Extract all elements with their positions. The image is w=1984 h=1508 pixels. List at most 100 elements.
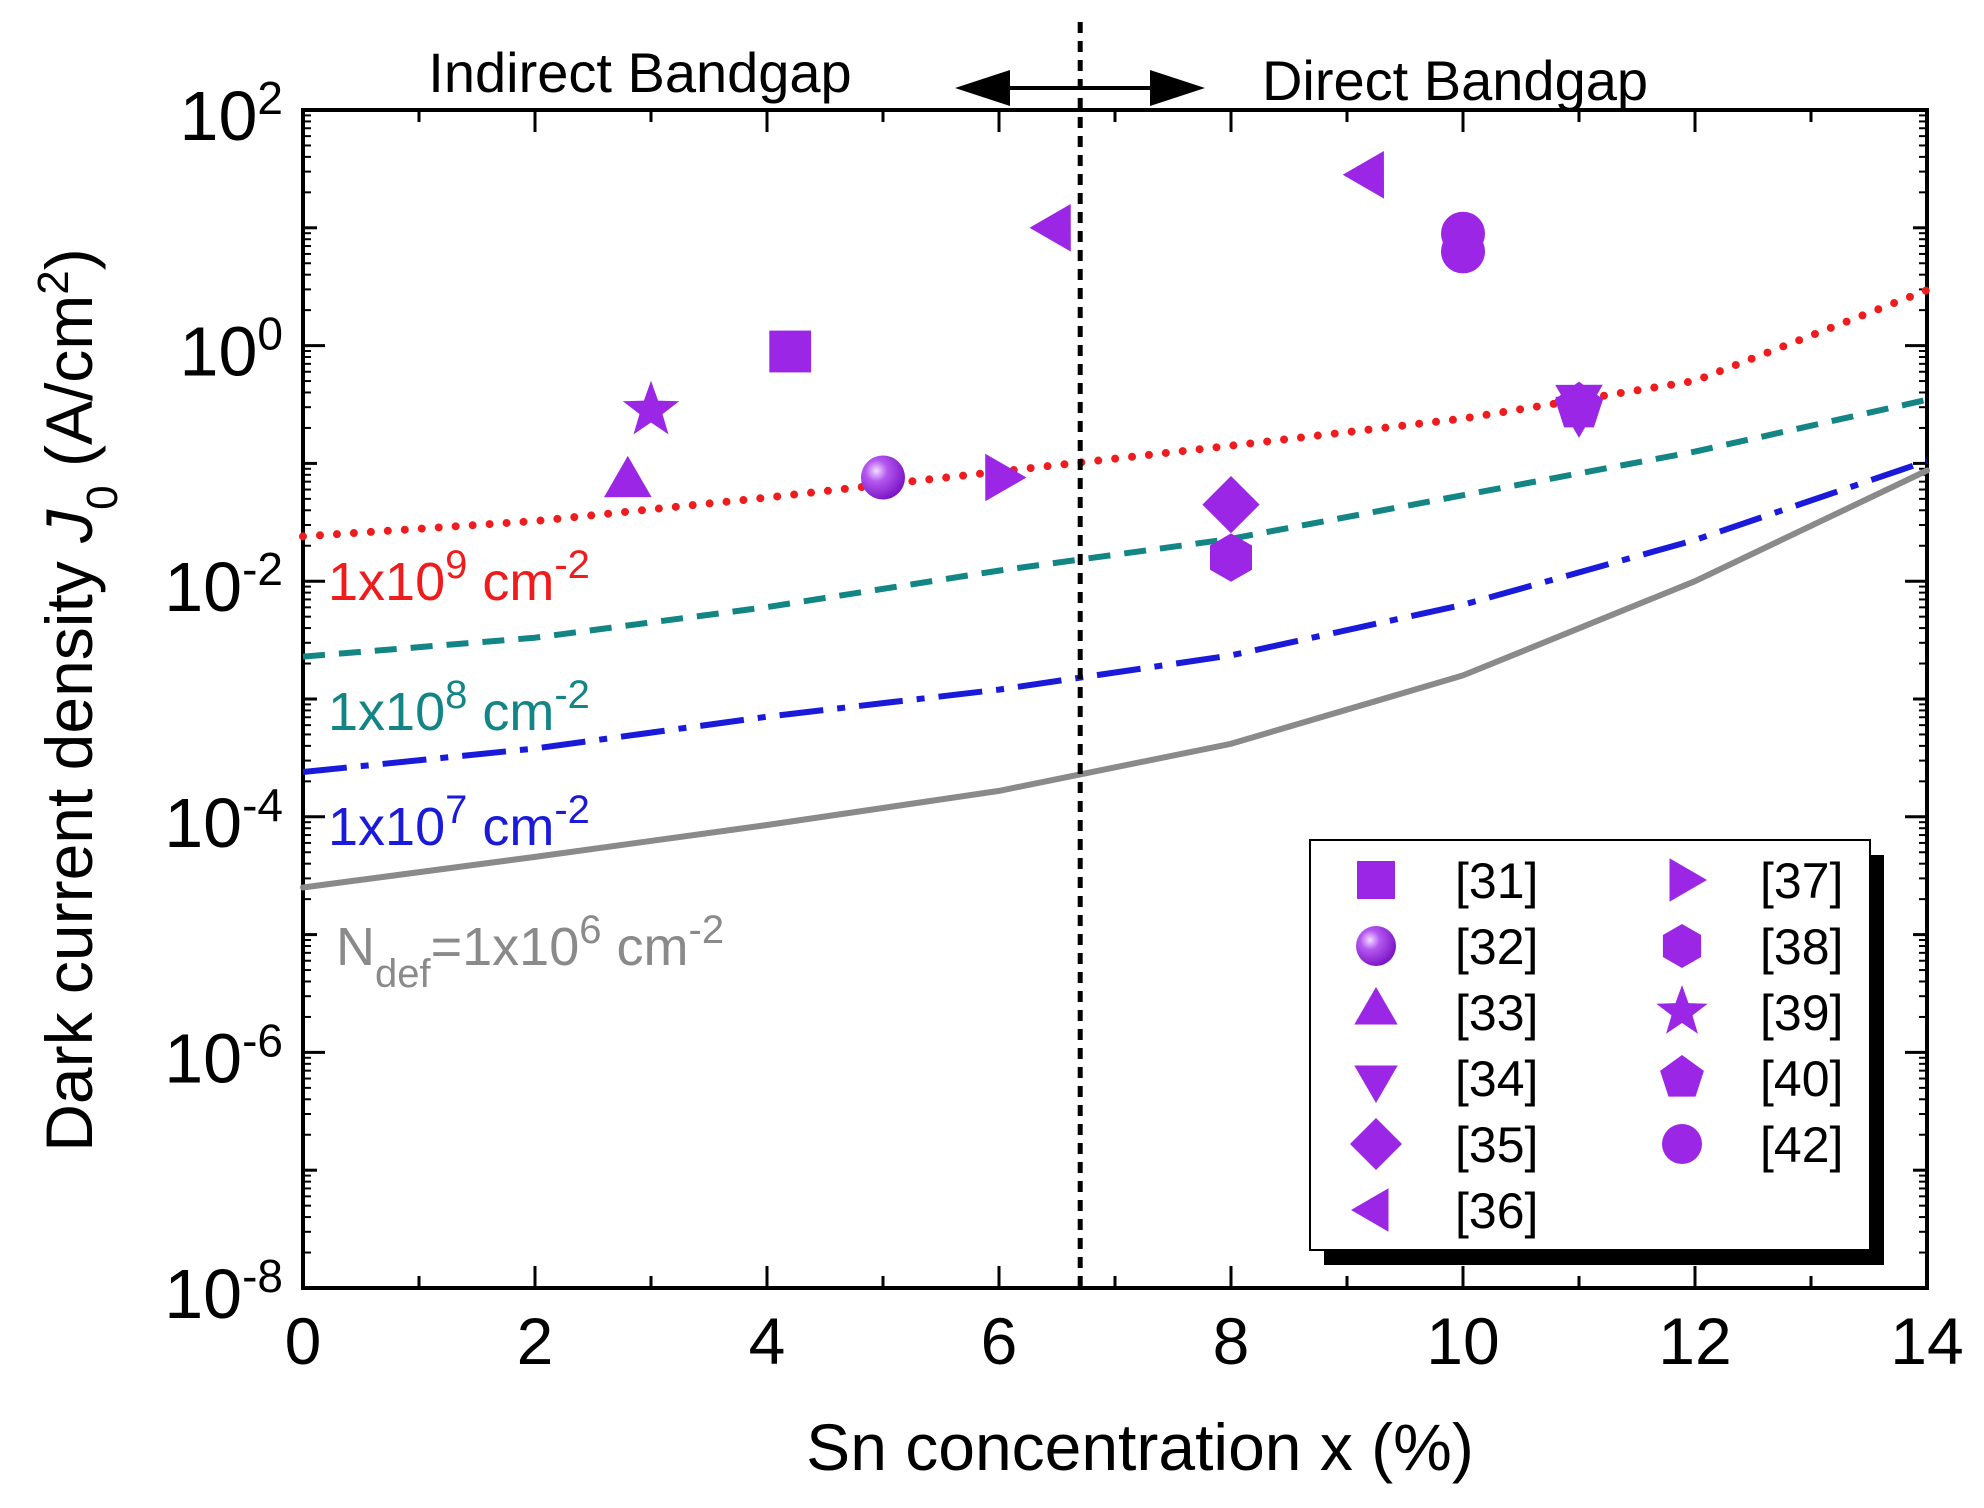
legend-item: [36] xyxy=(1351,1183,1538,1239)
model-curves xyxy=(299,286,1931,891)
legend-label: [32] xyxy=(1455,919,1538,975)
legend-item: [33] xyxy=(1354,985,1538,1041)
x-tick-label: 4 xyxy=(749,1304,786,1378)
data-point-31 xyxy=(769,330,812,373)
legend-item: [32] xyxy=(1356,919,1538,975)
x-axis-title: Sn concentration x (%) xyxy=(806,1410,1474,1484)
legend-label: [35] xyxy=(1455,1117,1538,1173)
x-tick-label: 12 xyxy=(1658,1304,1731,1378)
circle-marker xyxy=(1662,1124,1702,1164)
sphere-marker xyxy=(1356,926,1396,966)
data-point-37 xyxy=(985,453,1027,502)
x-tick-label: 6 xyxy=(981,1304,1018,1378)
y-tick-label: 10-6 xyxy=(164,1014,283,1097)
data-points xyxy=(604,151,1604,582)
diamond-shape xyxy=(1202,476,1260,534)
y-tick-label: 100 xyxy=(180,308,283,391)
star-marker xyxy=(1656,985,1708,1034)
curve-label-n1e9: 1x109 cm-2 xyxy=(328,543,590,612)
triangle-left-shape xyxy=(1351,1188,1389,1232)
sphere-shape xyxy=(1356,926,1396,966)
region-label-direct: Direct Bandgap xyxy=(1262,49,1648,112)
region-label-indirect: Indirect Bandgap xyxy=(428,41,851,104)
curve-n1e6 xyxy=(300,467,1930,891)
legend-box xyxy=(1309,839,1871,1251)
x-tick-label: 8 xyxy=(1213,1304,1250,1378)
curve-label-n1e6: Ndef=1x106 cm-2 xyxy=(336,908,724,996)
y-tick-label: 10-4 xyxy=(164,779,283,862)
legend-label: [33] xyxy=(1455,985,1538,1041)
triangle-left-shape xyxy=(1342,151,1384,199)
legend-label: [38] xyxy=(1760,919,1843,975)
star-shape xyxy=(622,380,680,435)
x-tick-label: 10 xyxy=(1426,1304,1499,1378)
legend-label: [36] xyxy=(1455,1183,1538,1239)
legend-label: [42] xyxy=(1760,1117,1843,1173)
y-tick-label: 102 xyxy=(180,72,283,155)
triangle-right-shape xyxy=(985,453,1027,502)
pentagon-shape xyxy=(1554,381,1604,428)
legend-item: [38] xyxy=(1662,919,1843,975)
curve-n1e7 xyxy=(302,458,1928,775)
triangle-down-shape xyxy=(1354,1065,1398,1103)
triangle-up-shape xyxy=(1354,987,1398,1025)
star-shape xyxy=(1656,985,1708,1034)
legend-label: [40] xyxy=(1760,1051,1843,1107)
hexagon-marker xyxy=(1662,924,1702,968)
y-tick-label: 10-8 xyxy=(164,1250,283,1333)
legend-label: [37] xyxy=(1760,853,1843,909)
y-axis-title: Dark current density J0 (A/cm2) xyxy=(29,248,127,1152)
data-point-40 xyxy=(1554,381,1604,428)
legend-label: [34] xyxy=(1455,1051,1538,1107)
legend-items: [31] [32] [33] [34] [35] [36] [37] [38] [39] [40]… xyxy=(1350,853,1843,1239)
data-point-35 xyxy=(1202,476,1260,534)
legend-item: [31] xyxy=(1357,853,1538,909)
square-shape xyxy=(769,330,812,373)
triangle-down-marker xyxy=(1354,1065,1398,1103)
curve-label-n1e7: 1x107 cm-2 xyxy=(328,788,590,857)
legend-label: [31] xyxy=(1455,853,1538,909)
sphere-shape xyxy=(861,455,905,500)
diamond-shape xyxy=(1350,1118,1402,1170)
pentagon-marker xyxy=(1660,1055,1704,1097)
legend-item: [35] xyxy=(1350,1117,1538,1173)
square-shape xyxy=(1357,861,1395,899)
axis-tick-labels: 0 2 4 6 8 10 12 14 102 100 10-2 10-4 10-6 10-8 xyxy=(164,72,1963,1378)
triangle-right-shape xyxy=(1669,858,1707,902)
curve-n1e9 xyxy=(299,286,1931,541)
region-annotation: Indirect Bandgap Direct Bandgap xyxy=(428,41,1648,112)
circle-shape xyxy=(1662,1124,1702,1164)
triangle-right-marker xyxy=(1669,858,1707,902)
y-tick-label: 10-2 xyxy=(164,543,283,626)
x-tick-label: 0 xyxy=(285,1304,322,1378)
data-point-38 xyxy=(1210,533,1252,582)
axis-ticks xyxy=(301,108,1929,1290)
data-point-36 xyxy=(1029,204,1071,252)
circle-shape xyxy=(1441,229,1485,274)
x-tick-label: 14 xyxy=(1890,1304,1963,1378)
data-point-39 xyxy=(622,380,680,435)
legend-item: [39] xyxy=(1656,985,1843,1041)
triangle-up-marker xyxy=(1354,987,1398,1025)
data-point-32 xyxy=(861,455,905,500)
pentagon-shape xyxy=(1660,1055,1704,1097)
hexagon-shape xyxy=(1210,533,1252,582)
data-point-36 xyxy=(1342,151,1384,199)
legend-item: [40] xyxy=(1660,1051,1843,1107)
x-tick-label: 2 xyxy=(517,1304,554,1378)
curve-labels: 1x109 cm-2 1x108 cm-2 1x107 cm-2 Ndef=1x106… xyxy=(328,543,724,996)
curve-label-n1e8: 1x108 cm-2 xyxy=(328,673,590,742)
hexagon-shape xyxy=(1662,924,1702,968)
triangle-up-shape xyxy=(604,455,652,498)
triangle-left-shape xyxy=(1029,204,1071,252)
legend-item: [34] xyxy=(1354,1051,1538,1107)
diamond-marker xyxy=(1350,1118,1402,1170)
square-marker xyxy=(1357,861,1395,899)
legend: [31] [32] [33] [34] [35] [36] [37] [38] [39] [40]… xyxy=(1309,839,1884,1265)
legend-label: [39] xyxy=(1760,985,1843,1041)
legend-item: [42] xyxy=(1662,1117,1843,1173)
triangle-left-marker xyxy=(1351,1188,1389,1232)
data-point-42 xyxy=(1441,229,1485,274)
legend-item: [37] xyxy=(1669,853,1843,909)
